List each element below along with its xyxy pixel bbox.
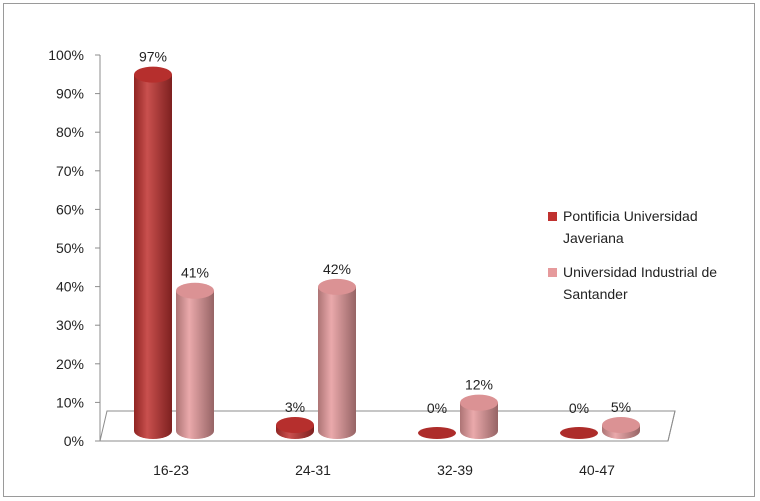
legend-label: Universidad Industrial de xyxy=(563,264,717,280)
bar-uis-16-23 xyxy=(176,282,214,439)
bar-javeriana-24-31 xyxy=(276,417,314,439)
data-label: 0% xyxy=(569,400,589,416)
bar-cap xyxy=(602,417,640,433)
x-tick-label: 24-31 xyxy=(295,462,331,478)
y-tick-label: 40% xyxy=(56,279,84,295)
legend: Pontificia Universidad Javeriana Universid… xyxy=(548,208,717,302)
data-label: 0% xyxy=(427,400,447,416)
data-label: 41% xyxy=(181,265,209,281)
bar-cap xyxy=(276,417,314,433)
bar-cap xyxy=(318,278,356,295)
y-tick-label: 70% xyxy=(56,163,84,179)
y-axis xyxy=(95,54,668,442)
y-tick-label: 80% xyxy=(56,124,84,140)
data-label: 12% xyxy=(465,377,493,393)
legend-label: Javeriana xyxy=(563,230,624,246)
x-tick-label: 40-47 xyxy=(579,462,615,478)
data-label: 42% xyxy=(323,261,351,277)
y-tick-label: 50% xyxy=(56,240,84,256)
y-tick-label: 10% xyxy=(56,394,84,410)
data-labels: 97% 41% 3% 42% 0% 12% 0% 5% xyxy=(139,49,631,416)
bar-javeriana-16-23 xyxy=(134,66,172,439)
bar-body xyxy=(318,286,356,439)
data-label: 5% xyxy=(611,399,631,415)
legend-label: Santander xyxy=(563,286,628,302)
bar-uis-32-39 xyxy=(460,394,498,439)
bar-body xyxy=(176,290,214,439)
x-tick-label: 16-23 xyxy=(153,462,189,478)
y-tick-label: 90% xyxy=(56,86,84,102)
y-tick-label: 100% xyxy=(48,47,84,63)
x-tick-labels: 16-23 24-31 32-39 40-47 xyxy=(153,462,615,478)
data-label: 3% xyxy=(285,399,305,415)
bar-cap xyxy=(460,394,498,411)
y-tick-label: 20% xyxy=(56,356,84,372)
bar-uis-40-47 xyxy=(602,417,640,439)
bars xyxy=(134,66,640,439)
y-tick-labels: 0% 10% 20% 30% 40% 50% 60% 70% 80% 90% 100% xyxy=(48,47,84,449)
floor-edge xyxy=(667,410,676,442)
legend-swatch xyxy=(548,212,557,221)
bar-javeriana-40-47 xyxy=(560,427,598,439)
data-label: 97% xyxy=(139,49,167,65)
bar-disc xyxy=(418,427,456,439)
bar-cap xyxy=(176,282,214,299)
y-tick-label: 0% xyxy=(64,433,84,449)
y-tick-label: 30% xyxy=(56,317,84,333)
legend-label: Pontificia Universidad xyxy=(563,208,698,224)
bar-javeriana-32-39 xyxy=(418,427,456,439)
bar-uis-24-31 xyxy=(318,278,356,439)
x-tick-label: 32-39 xyxy=(437,462,473,478)
legend-swatch xyxy=(548,268,557,277)
bar-body xyxy=(134,74,172,439)
bar-cap xyxy=(134,66,172,83)
y-tick-label: 60% xyxy=(56,201,84,217)
bar-disc xyxy=(560,427,598,439)
bar-body xyxy=(460,402,498,439)
